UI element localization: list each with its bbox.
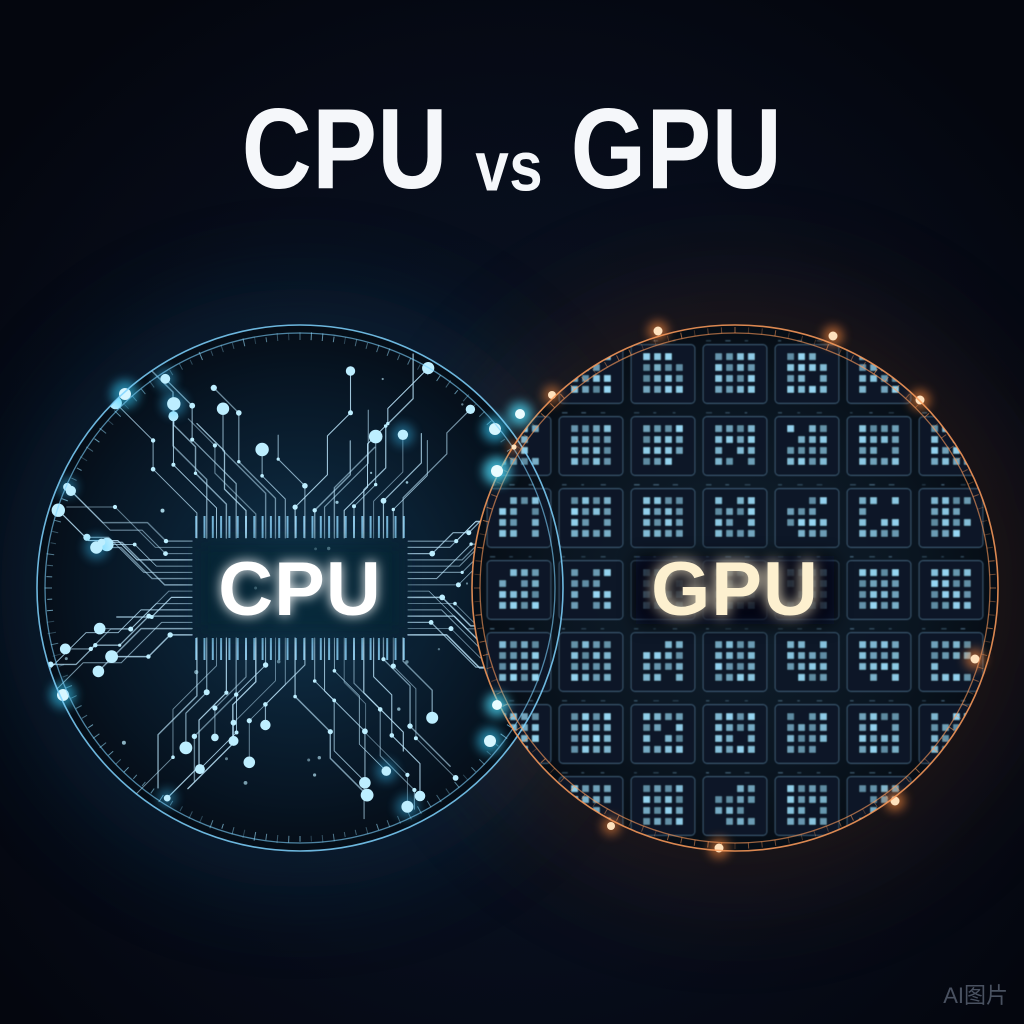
svg-text:CPU: CPU bbox=[218, 547, 381, 632]
svg-text:AI图片: AI图片 bbox=[943, 983, 1008, 1008]
svg-text:GPU: GPU bbox=[651, 547, 819, 632]
